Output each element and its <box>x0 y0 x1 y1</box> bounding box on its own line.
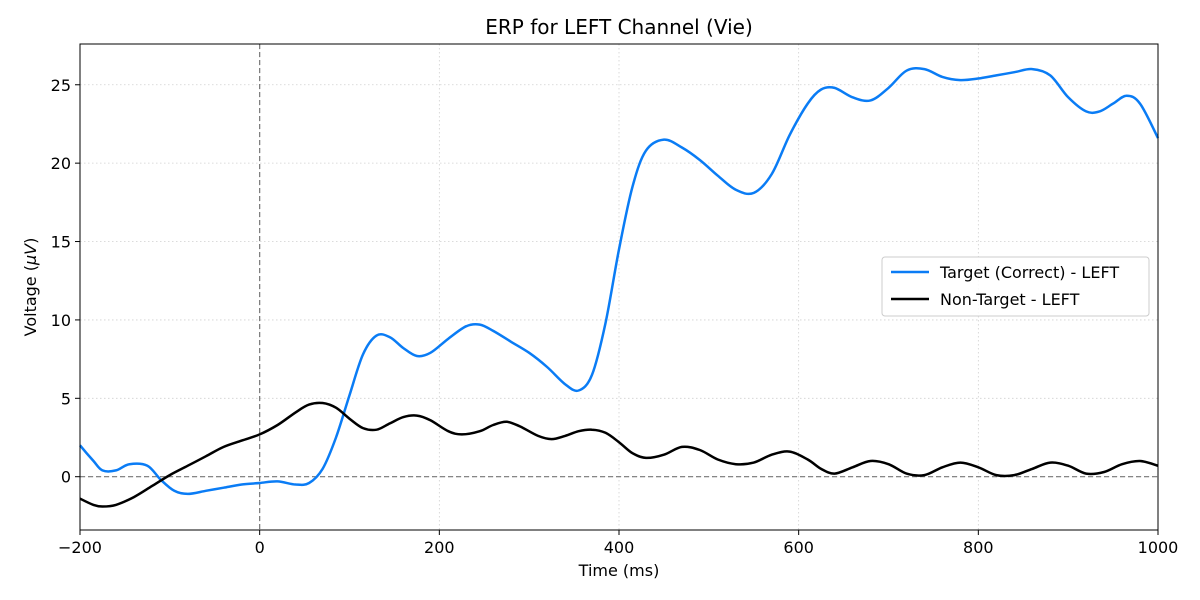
y-axis-label-prefix: Voltage ( <box>21 265 40 336</box>
y-tick-label: 20 <box>51 154 71 173</box>
legend-box <box>881 256 1150 317</box>
y-axis-label: Voltage (μV) <box>21 238 40 337</box>
y-axis-ticks: 0 5 10 15 20 25 <box>51 76 80 487</box>
legend-label: Target (Correct) - LEFT <box>939 263 1119 282</box>
x-axis-label: Time (ms) <box>578 561 660 580</box>
y-tick-label: 25 <box>51 76 71 95</box>
x-tick-label: 0 <box>255 538 265 557</box>
y-tick-label: 5 <box>61 389 71 408</box>
legend-label: Non-Target - LEFT <box>940 290 1080 309</box>
y-tick-label: 10 <box>51 311 71 330</box>
y-tick-label: 15 <box>51 233 71 252</box>
x-axis-ticks: −200 0 200 400 600 800 1000 <box>58 530 1178 557</box>
series-lines <box>79 67 1160 508</box>
x-tick-label: −200 <box>58 538 102 557</box>
y-axis-label-unit: μV <box>21 243 40 266</box>
legend: Target (Correct) - LEFT Non-Target - LEFT <box>881 256 1150 317</box>
x-tick-label: 200 <box>424 538 455 557</box>
reference-lines <box>80 44 1158 530</box>
non-target-series-line <box>79 401 1159 508</box>
target-series-line <box>79 67 1160 496</box>
x-tick-label: 800 <box>963 538 994 557</box>
x-tick-label: 400 <box>604 538 635 557</box>
y-tick-label: 0 <box>61 468 71 487</box>
x-tick-label: 1000 <box>1138 538 1179 557</box>
x-tick-label: 600 <box>783 538 814 557</box>
y-axis-label-suffix: ) <box>21 238 40 244</box>
chart-title: ERP for LEFT Channel (Vie) <box>485 15 753 39</box>
